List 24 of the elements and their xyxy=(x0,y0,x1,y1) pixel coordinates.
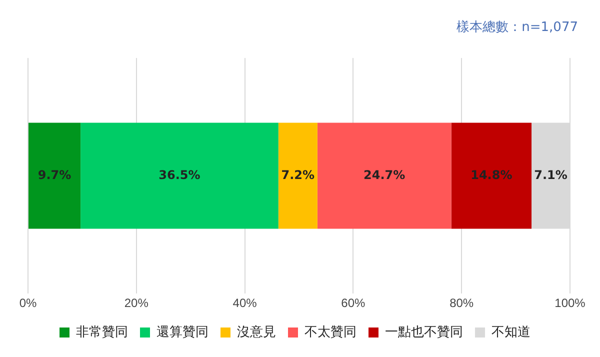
data-label: 36.5% xyxy=(158,168,200,182)
legend-label: 不知道 xyxy=(492,324,530,340)
data-label: 7.1% xyxy=(534,168,568,182)
x-tick-label: 0% xyxy=(19,296,37,310)
legend-label: 不太贊同 xyxy=(304,324,356,340)
bar xyxy=(451,122,532,229)
x-tick-label: 100% xyxy=(554,296,586,310)
x-tick-label: 80% xyxy=(450,296,474,310)
data-label: 14.8% xyxy=(470,168,512,182)
legend-label: 還算贊同 xyxy=(156,324,208,340)
legend-label: 一點也不贊同 xyxy=(385,324,463,340)
bar xyxy=(80,122,278,229)
data-label: 9.7% xyxy=(38,168,72,182)
text: 樣本總數：n=1,077 xyxy=(456,19,578,36)
data-label: 7.2% xyxy=(281,168,315,182)
x-tick-label: 40% xyxy=(232,296,258,310)
legend-label: 沒意見 xyxy=(237,324,276,340)
bar xyxy=(278,122,318,229)
legend-label: 非常贊同 xyxy=(76,324,128,340)
bar xyxy=(28,122,81,229)
data-label: 24.7% xyxy=(364,168,406,182)
x-tick-label: 20% xyxy=(124,296,149,310)
x-tick-label: 60% xyxy=(341,296,366,310)
bar xyxy=(317,122,452,229)
